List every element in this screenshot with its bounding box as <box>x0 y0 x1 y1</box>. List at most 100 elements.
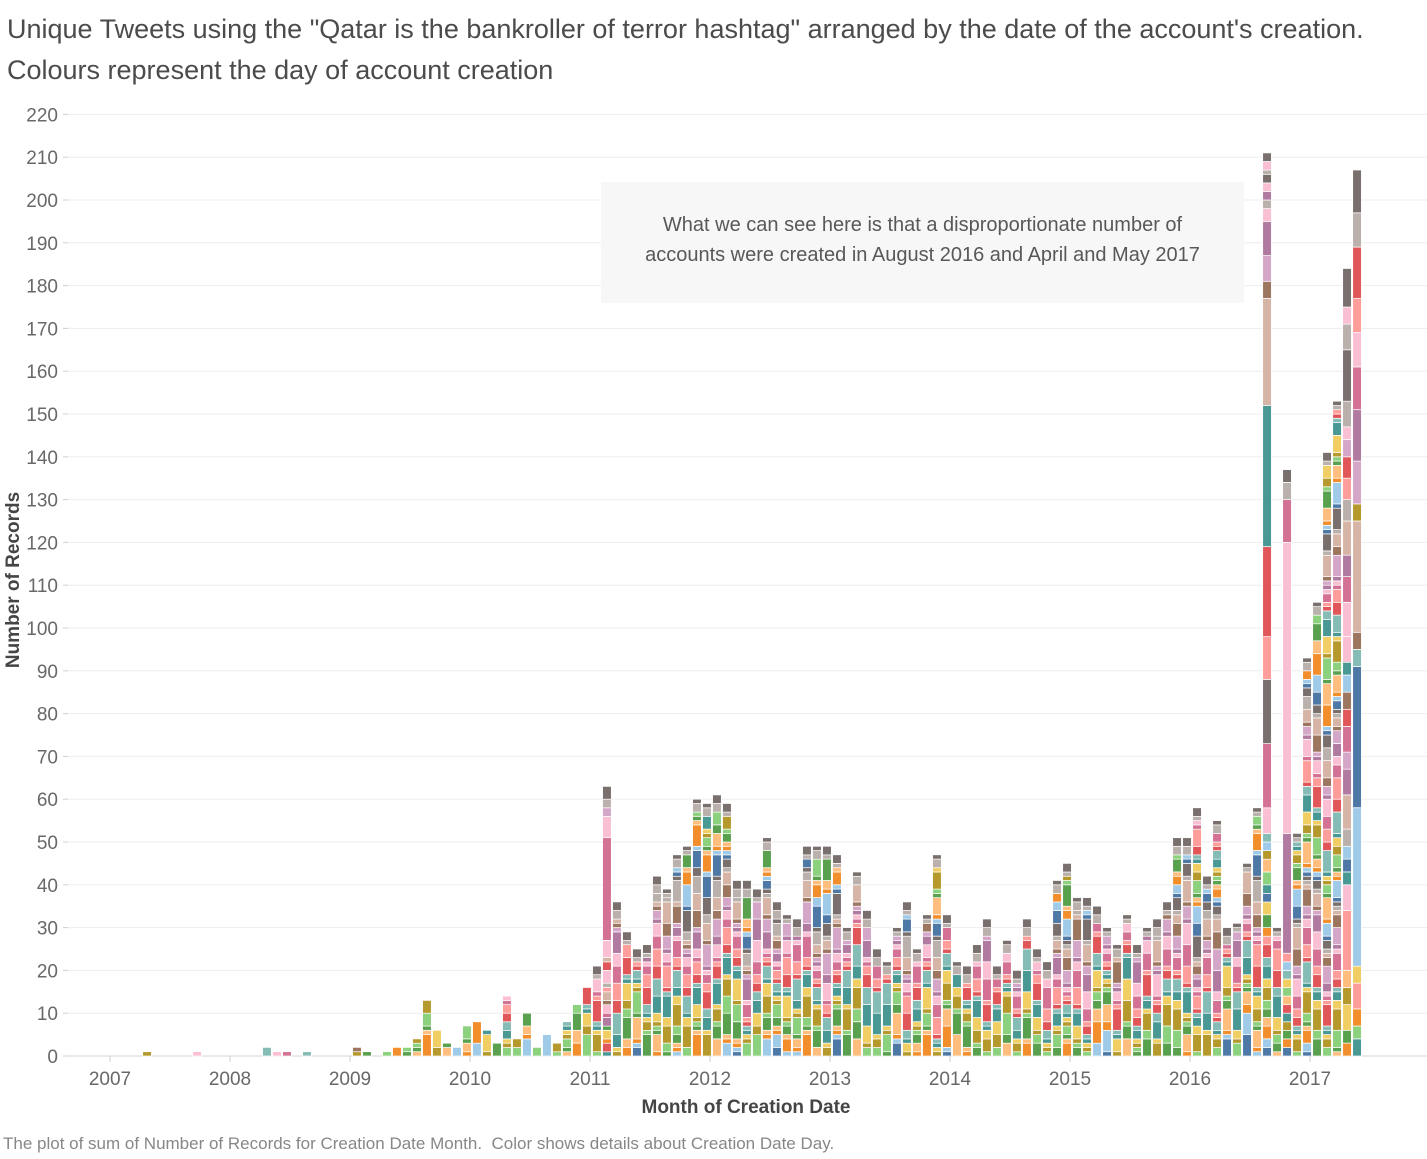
bar-segment[interactable] <box>1312 854 1322 860</box>
bar-segment[interactable] <box>1262 1008 1272 1018</box>
bar-segment[interactable] <box>1162 914 1172 920</box>
bar-segment[interactable] <box>982 1021 992 1027</box>
bar-segment[interactable] <box>1012 1051 1022 1057</box>
bar-segment[interactable] <box>982 1051 992 1057</box>
bar-segment[interactable] <box>1022 935 1032 941</box>
bar-segment[interactable] <box>1352 520 1362 633</box>
bar-segment[interactable] <box>802 922 812 933</box>
bar-segment[interactable] <box>1062 944 1072 950</box>
bar-segment[interactable] <box>752 901 762 920</box>
bar-segment[interactable] <box>1002 1012 1012 1035</box>
bar-segment[interactable] <box>1322 683 1332 706</box>
bar-segment[interactable] <box>742 974 752 980</box>
bar-segment[interactable] <box>762 1034 772 1040</box>
bar-segment[interactable] <box>692 824 702 847</box>
bar-segment[interactable] <box>1082 1047 1092 1053</box>
bar-month-2015-10[interactable] <box>1162 901 1172 1057</box>
bar-segment[interactable] <box>612 922 622 928</box>
bar-segment[interactable] <box>1322 786 1332 796</box>
bar-segment[interactable] <box>782 922 792 937</box>
bar-segment[interactable] <box>1312 974 1322 988</box>
bar-segment[interactable] <box>1332 700 1342 710</box>
bar-segment[interactable] <box>762 1012 772 1018</box>
bar-segment[interactable] <box>1342 726 1352 753</box>
bar-segment[interactable] <box>1242 863 1252 869</box>
bar-segment[interactable] <box>752 1034 762 1057</box>
bar-segment[interactable] <box>1332 978 1342 988</box>
bar-segment[interactable] <box>742 880 752 890</box>
bar-segment[interactable] <box>1062 1017 1072 1023</box>
bar-segment[interactable] <box>922 1008 932 1014</box>
bar-segment[interactable] <box>592 995 602 1001</box>
bar-segment[interactable] <box>1342 691 1352 710</box>
bar-segment[interactable] <box>1212 867 1222 873</box>
bar-segment[interactable] <box>772 910 782 920</box>
bar-segment[interactable] <box>1302 927 1312 946</box>
bar-segment[interactable] <box>1332 1029 1342 1048</box>
bar-segment[interactable] <box>682 931 692 941</box>
bar-segment[interactable] <box>1152 918 1162 928</box>
bar-segment[interactable] <box>1242 914 1252 920</box>
bar-segment[interactable] <box>592 1000 602 1023</box>
bar-segment[interactable] <box>712 811 722 826</box>
bar-segment[interactable] <box>972 1000 982 1018</box>
bar-segment[interactable] <box>702 974 712 984</box>
bar-segment[interactable] <box>1282 970 1292 980</box>
bar-segment[interactable] <box>762 871 772 877</box>
bar-segment[interactable] <box>812 965 822 971</box>
bar-segment[interactable] <box>1262 182 1272 192</box>
bar-segment[interactable] <box>512 1047 522 1057</box>
bar-segment[interactable] <box>762 1038 772 1057</box>
bar-segment[interactable] <box>1272 1034 1282 1044</box>
bar-segment[interactable] <box>1092 905 1102 916</box>
bar-segment[interactable] <box>1262 850 1272 860</box>
bar-segment[interactable] <box>1252 1047 1262 1053</box>
bar-segment[interactable] <box>762 897 772 916</box>
bar-segment[interactable] <box>1112 948 1122 958</box>
bar-segment[interactable] <box>1162 1025 1172 1044</box>
bar-segment[interactable] <box>692 850 702 869</box>
bar-segment[interactable] <box>732 1004 742 1023</box>
bar-segment[interactable] <box>962 982 972 988</box>
bar-segment[interactable] <box>1312 713 1322 719</box>
bar-segment[interactable] <box>902 901 912 911</box>
bar-month-2014-02[interactable] <box>962 965 972 1057</box>
bar-segment[interactable] <box>602 1000 612 1006</box>
bar-segment[interactable] <box>962 1025 972 1048</box>
bar-segment[interactable] <box>1312 674 1322 693</box>
bar-segment[interactable] <box>772 948 782 954</box>
bar-segment[interactable] <box>922 935 932 946</box>
bar-segment[interactable] <box>1262 927 1272 937</box>
bar-segment[interactable] <box>1082 1038 1092 1044</box>
bar-segment[interactable] <box>1352 649 1362 667</box>
bar-month-2016-10[interactable] <box>1282 469 1292 1057</box>
bar-segment[interactable] <box>272 1051 282 1057</box>
bar-segment[interactable] <box>1232 922 1242 928</box>
bar-month-2009-05[interactable] <box>392 1047 402 1057</box>
bar-segment[interactable] <box>1062 995 1072 1001</box>
bar-segment[interactable] <box>702 982 712 993</box>
bar-segment[interactable] <box>1332 1000 1342 1010</box>
bar-segment[interactable] <box>582 987 592 1005</box>
bar-segment[interactable] <box>662 961 672 967</box>
bar-segment[interactable] <box>722 1038 732 1044</box>
bar-segment[interactable] <box>1322 884 1332 894</box>
bar-segment[interactable] <box>1322 1038 1332 1048</box>
bar-segment[interactable] <box>922 1012 932 1027</box>
bar-month-2009-11[interactable] <box>452 1047 462 1057</box>
bar-segment[interactable] <box>1292 948 1302 967</box>
bar-segment[interactable] <box>462 1025 472 1040</box>
bar-segment[interactable] <box>902 918 912 933</box>
bar-segment[interactable] <box>692 815 702 821</box>
bar-segment[interactable] <box>672 965 682 971</box>
bar-segment[interactable] <box>652 893 662 903</box>
bar-segment[interactable] <box>782 987 792 993</box>
bar-segment[interactable] <box>672 875 682 881</box>
bar-segment[interactable] <box>662 922 672 937</box>
bar-segment[interactable] <box>992 1047 1002 1057</box>
bar-segment[interactable] <box>1072 897 1082 903</box>
bar-segment[interactable] <box>1272 931 1282 937</box>
bar-segment[interactable] <box>1192 974 1202 980</box>
bar-segment[interactable] <box>1292 841 1302 847</box>
bar-segment[interactable] <box>1302 670 1312 680</box>
